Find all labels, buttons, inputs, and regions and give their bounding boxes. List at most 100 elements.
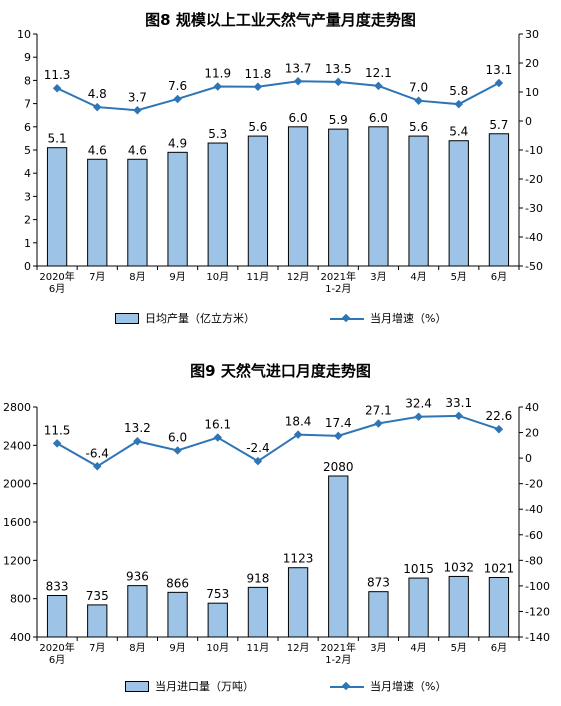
x-tick-label: 4月 <box>410 271 426 283</box>
growth-value-label: 11.5 <box>44 423 71 437</box>
chart-title: 图8 规模以上工业天然气产量月度走势图 <box>145 11 416 29</box>
bar-value-label: 1123 <box>283 552 314 566</box>
production-plot: 012345678910-50-40-30-20-1001020302020年6… <box>17 28 543 295</box>
bar <box>167 591 188 638</box>
growth-value-label: 13.7 <box>285 61 312 75</box>
x-tick-label: 6月 <box>491 271 507 283</box>
right-tick-label: 40 <box>525 401 539 414</box>
growth-value-label: 27.1 <box>365 403 392 417</box>
bar-value-label: 2080 <box>323 460 354 474</box>
growth-value-label: 18.4 <box>285 415 312 429</box>
left-tick-label: 2400 <box>3 439 31 452</box>
bar <box>287 567 309 638</box>
bar-value-label: 5.7 <box>489 118 508 132</box>
bar <box>368 126 389 267</box>
bar-value-label: 5.6 <box>248 120 267 134</box>
growth-value-label: 13.5 <box>325 62 352 76</box>
growth-value-label: 11.8 <box>245 67 272 81</box>
bar <box>448 575 469 638</box>
bar-value-label: 735 <box>86 589 109 603</box>
legend-bar-swatch <box>125 680 149 692</box>
growth-value-label: 22.6 <box>486 409 513 423</box>
bar <box>368 591 389 638</box>
growth-value-label: 7.6 <box>168 79 187 93</box>
x-tick-label: 1-2月 <box>325 283 351 295</box>
left-tick-label: 3 <box>24 190 31 203</box>
growth-value-label: -2.4 <box>246 441 269 455</box>
bar <box>127 585 148 638</box>
x-tick-label: 6月 <box>49 283 65 295</box>
growth-point <box>374 81 383 91</box>
natural-gas-production-chart: 图8 规模以上工业天然气产量月度走势图 0 1 2 3 4 5 6 7 8 9 10 -50 -40 -3… <box>0 0 561 345</box>
growth-value-label: 16.1 <box>204 418 231 432</box>
right-tick-label: -60 <box>525 529 543 542</box>
legend-bar-swatch <box>115 312 139 324</box>
growth-value-label: 3.7 <box>128 90 147 104</box>
right-tick-label: 10 <box>525 86 539 99</box>
bar-value-label: 5.4 <box>449 125 468 139</box>
import-plot: 40080012001600200024002800-140-120-100-8… <box>3 396 550 666</box>
right-tick-label: 0 <box>525 452 532 465</box>
left-tick-label: 6 <box>24 121 31 134</box>
left-tick-label: 1 <box>24 237 31 250</box>
left-tick-label: 5 <box>24 144 31 157</box>
bar-value-label: 866 <box>166 576 189 590</box>
legend-bar-label: 日均产量（亿立方米） <box>145 312 255 325</box>
x-tick-label: 3月 <box>370 642 386 654</box>
bar <box>247 135 269 267</box>
bar-value-label: 1021 <box>484 561 515 575</box>
x-tick-label: 2020年 <box>39 641 74 654</box>
growth-point <box>374 419 383 428</box>
x-tick-label: 8月 <box>129 271 145 283</box>
x-tick-label: 7月 <box>89 642 105 654</box>
x-tick-label: 12月 <box>287 271 310 283</box>
bar-value-label: 5.1 <box>48 132 67 146</box>
bar <box>408 577 429 638</box>
growth-series-line <box>56 414 500 468</box>
bar <box>127 158 148 267</box>
bar <box>46 147 68 267</box>
right-tick-label: -120 <box>525 605 550 618</box>
right-tick-label: -40 <box>525 503 543 516</box>
bar <box>488 133 510 267</box>
right-tick-label: 20 <box>525 427 539 440</box>
bar-value-label: 4.9 <box>168 136 187 150</box>
left-tick-label: 2800 <box>3 401 31 414</box>
bar <box>328 128 349 267</box>
x-tick-label: 2021年 <box>321 641 356 654</box>
growth-value-label: 32.4 <box>405 397 432 411</box>
growth-value-label: 13.1 <box>486 63 513 77</box>
bar-value-label: 6.0 <box>369 111 388 125</box>
x-tick-label: 10月 <box>206 642 229 654</box>
bar-value-label: 5.9 <box>329 113 348 127</box>
bar <box>488 576 510 638</box>
growth-value-label: 11.9 <box>204 66 231 80</box>
right-tick-label: -20 <box>525 173 543 186</box>
growth-value-label: 6.0 <box>168 430 187 444</box>
legend-line-swatch <box>330 682 364 691</box>
growth-value-label: 11.3 <box>44 68 71 82</box>
legend-bar-label: 当月进口量（万吨） <box>155 680 254 693</box>
left-tick-label: 8 <box>24 74 31 87</box>
right-tick-label: -50 <box>525 260 543 273</box>
left-tick-label: 1200 <box>3 554 31 567</box>
growth-point <box>52 83 62 93</box>
x-tick-label: 5月 <box>451 642 467 654</box>
left-tick-label: 4 <box>24 167 31 180</box>
bar-value-label: 5.3 <box>208 127 227 141</box>
bar <box>448 140 469 267</box>
growth-value-label: 12.1 <box>365 66 392 80</box>
growth-point <box>213 433 222 442</box>
right-tick-label: -10 <box>525 144 543 157</box>
bar-value-label: 833 <box>46 580 69 594</box>
left-tick-label: 800 <box>10 593 31 606</box>
legend-line-item: 当月增速（%） <box>330 310 446 326</box>
bar <box>408 135 429 267</box>
growth-point <box>414 96 423 105</box>
natural-gas-import-chart: 图9 天然气进口月度走势图 400 800 1200 1600 2000 2400 2800… <box>0 345 561 706</box>
x-tick-label: 11月 <box>247 271 270 283</box>
left-tick-label: 400 <box>10 631 31 644</box>
right-tick-label: -20 <box>525 478 543 491</box>
left-tick-label: 10 <box>17 28 31 41</box>
left-tick-label: 9 <box>24 51 31 64</box>
